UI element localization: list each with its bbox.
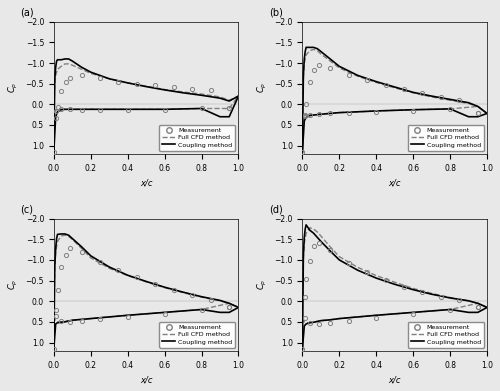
Text: (d): (d)	[269, 204, 283, 214]
Text: (a): (a)	[20, 7, 34, 17]
X-axis label: x/c: x/c	[140, 178, 152, 187]
Text: (b): (b)	[269, 7, 283, 17]
X-axis label: x/c: x/c	[388, 178, 401, 187]
X-axis label: x/c: x/c	[140, 375, 152, 384]
Legend: Measurement, Full CFD method, Coupling method: Measurement, Full CFD method, Coupling m…	[160, 321, 236, 348]
Legend: Measurement, Full CFD method, Coupling method: Measurement, Full CFD method, Coupling m…	[408, 125, 484, 151]
X-axis label: x/c: x/c	[388, 375, 401, 384]
Y-axis label: $C_p$: $C_p$	[256, 279, 268, 291]
Y-axis label: $C_p$: $C_p$	[256, 82, 268, 93]
Legend: Measurement, Full CFD method, Coupling method: Measurement, Full CFD method, Coupling m…	[160, 125, 236, 151]
Y-axis label: $C_p$: $C_p$	[7, 82, 20, 93]
Text: (c): (c)	[20, 204, 34, 214]
Y-axis label: $C_p$: $C_p$	[7, 279, 20, 291]
Legend: Measurement, Full CFD method, Coupling method: Measurement, Full CFD method, Coupling m…	[408, 321, 484, 348]
